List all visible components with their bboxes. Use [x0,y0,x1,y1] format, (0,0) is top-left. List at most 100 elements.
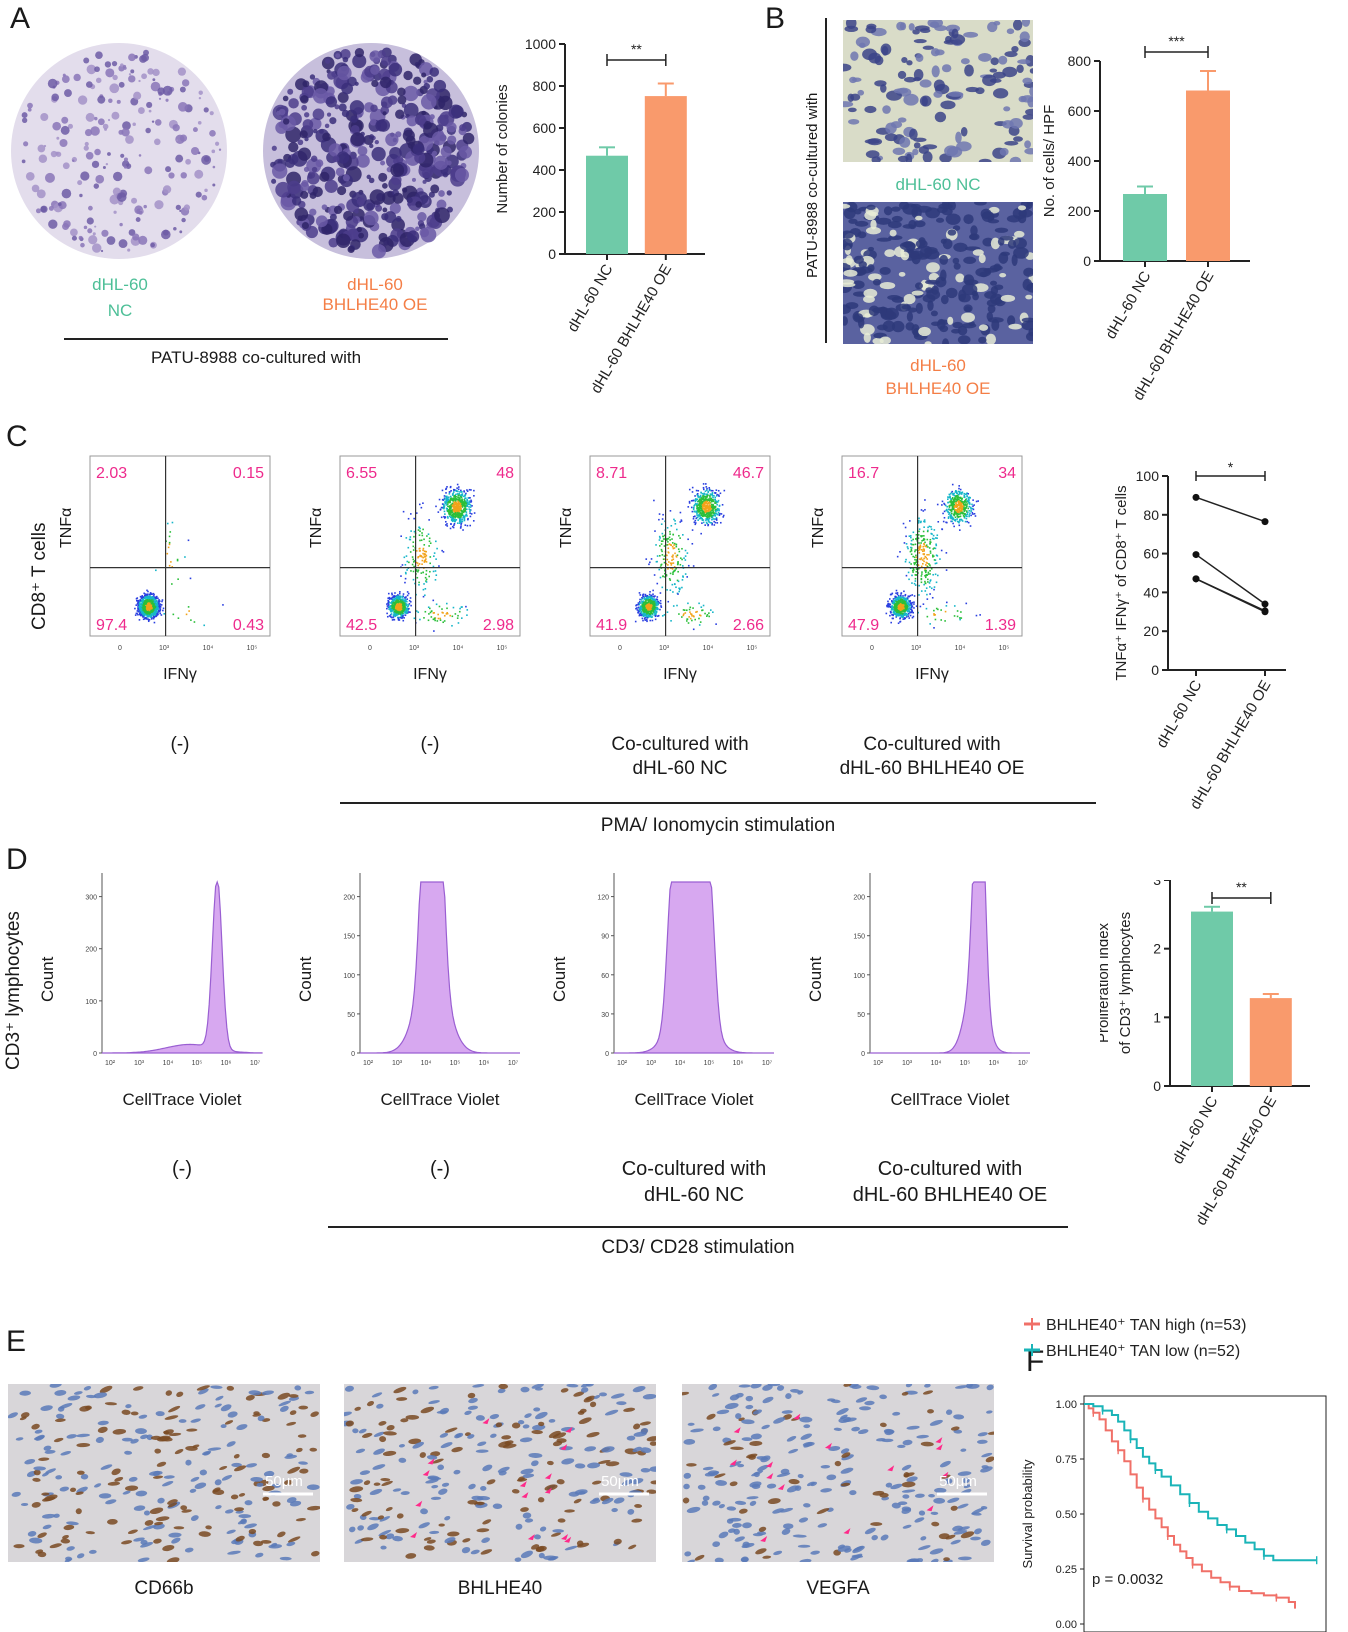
event-dot [666,554,668,557]
event-dot [466,502,469,505]
event-dot [671,556,674,558]
event-dot [683,557,685,559]
caption-a: PATU-8988 co-cultured with [150,348,362,367]
event-dot [405,596,407,598]
colony-dot [381,191,396,205]
cell-blob [845,202,858,213]
colony-dot [143,204,147,209]
event-dot [709,521,712,524]
event-dot [717,499,720,502]
cell-blob [899,241,916,251]
colony-dot [40,113,49,122]
event-dot [458,520,461,523]
colony-dot [138,235,148,245]
event-dot [468,503,471,505]
event-dot [456,506,459,508]
event-dot [396,595,399,598]
event-dot [712,500,714,503]
event-dot [463,501,466,504]
event-dot [707,510,710,513]
event-dot [440,516,443,519]
event-dot [425,581,428,583]
event-dot [403,556,406,559]
event-dot [417,556,419,559]
event-dot [449,499,451,502]
event-dot [141,602,144,605]
event-dot [143,611,146,614]
event-dot [142,600,145,602]
event-dot [145,603,148,605]
event-dot [666,558,669,561]
cell-blob [951,28,959,39]
event-dot [433,630,435,632]
event-dot [665,562,668,565]
event-dot [146,589,148,592]
event-dot [401,605,404,607]
event-dot [462,503,465,506]
bar [586,155,628,254]
event-dot [395,600,398,603]
event-dot [455,504,458,506]
event-dot [144,609,146,612]
event-dot [423,560,426,563]
event-dot [457,488,460,491]
event-dot [661,550,663,553]
cell-blob [855,36,870,48]
flow-plot: 8.71 46.741.9 2.660 10³ 10⁴ 10⁵ [589,455,771,652]
event-dot [650,602,652,605]
cell-blob [898,271,906,277]
event-dot [138,607,141,610]
event-dot [643,614,646,617]
colony-dot [382,207,388,213]
event-dot [400,614,403,616]
event-dot [694,495,696,497]
event-dot [163,613,166,615]
colony-dot [437,114,449,127]
event-dot [641,608,644,611]
cell-blob [1024,148,1033,155]
event-dot [149,595,151,597]
event-dot [150,618,153,620]
event-dot [689,613,692,615]
colony-dot [77,95,88,105]
cell-blob [848,218,858,224]
event-dot [137,613,139,616]
colony-dot [57,202,62,206]
event-dot [171,521,174,524]
colony-dot [154,138,161,146]
cell-blob [851,280,865,290]
colony-dot [203,156,210,162]
event-dot [647,610,650,613]
quadrant-percent: 2.03 [96,465,127,482]
event-dot [400,611,403,614]
event-dot [421,563,423,566]
event-dot [679,511,682,514]
event-dot [658,535,661,538]
colony-dot [337,65,352,81]
event-dot [463,505,465,507]
colony-dot [102,123,109,130]
event-dot [700,505,703,507]
event-dot [707,518,709,521]
event-dot [698,508,701,511]
colony-dot [23,141,29,147]
label-a-nc: dHL-60 NC [60,275,180,321]
event-dot [678,590,680,593]
event-dot [898,611,901,614]
event-dot [672,573,674,576]
event-dot [412,549,415,551]
event-dot [148,603,151,606]
event-dot [655,608,658,610]
cell-blob [978,336,987,344]
event-dot [695,517,698,520]
event-dot [145,610,148,612]
event-dot [720,513,723,515]
event-dot [141,600,144,603]
event-dot [641,605,644,608]
event-dot [386,605,389,607]
quadrant-percent: 41.9 [596,617,627,634]
event-dot [705,495,708,498]
event-dot [412,541,415,544]
event-dot [400,613,403,616]
event-dot [469,506,472,508]
